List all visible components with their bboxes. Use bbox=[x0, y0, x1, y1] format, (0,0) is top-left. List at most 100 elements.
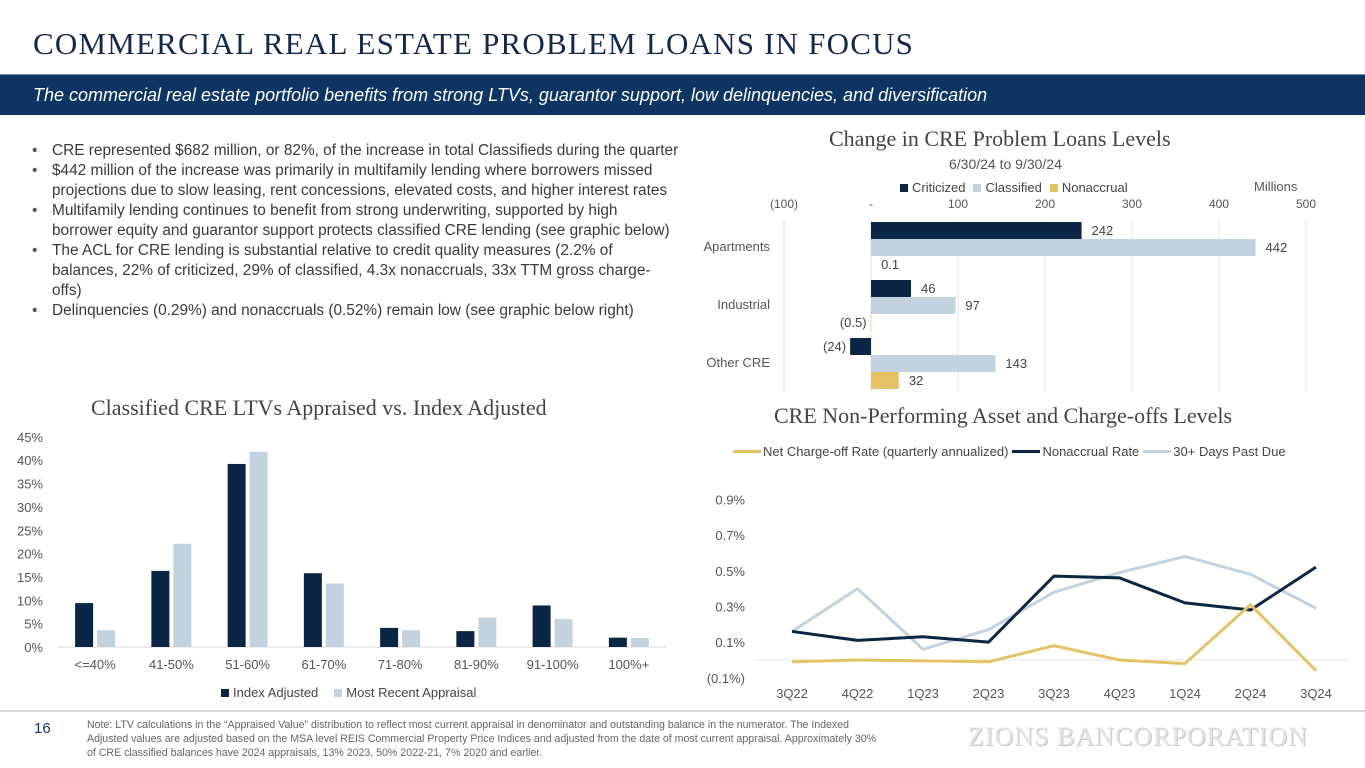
ltv-chart-title: Classified CRE LTVs Appraised vs. Index … bbox=[91, 395, 547, 420]
brand-logo: ZIONS BANCORPORATION bbox=[968, 722, 1308, 751]
legend-label: Most Recent Appraisal bbox=[346, 685, 477, 700]
x-tick-label: 300 bbox=[1122, 197, 1142, 211]
y-tick-label: 30% bbox=[17, 500, 43, 515]
bullet-item: $442 million of the increase was primari… bbox=[30, 161, 680, 201]
data-label: 143 bbox=[1005, 356, 1027, 371]
subtitle-banner: The commercial real estate portfolio ben… bbox=[0, 74, 1365, 115]
bar-most-recent-appraisal bbox=[249, 451, 268, 647]
y-tick-label: 10% bbox=[17, 593, 43, 608]
data-label: 97 bbox=[965, 298, 979, 313]
category-label: Apartments bbox=[704, 239, 771, 254]
x-tick-label: 100 bbox=[948, 197, 968, 211]
bar-most-recent-appraisal bbox=[173, 543, 192, 647]
subtitle-text: The commercial real estate portfolio ben… bbox=[33, 85, 988, 105]
legend-label: Classified bbox=[985, 180, 1042, 195]
y-tick-label: 45% bbox=[17, 430, 43, 445]
bar-nonaccrual bbox=[871, 372, 899, 389]
x-tick-label: (100) bbox=[770, 197, 798, 211]
y-tick-label: 40% bbox=[17, 453, 43, 468]
legend-line-nonaccrual bbox=[1012, 450, 1041, 453]
y-tick-label: 0.5% bbox=[715, 564, 745, 579]
data-label: (0.5) bbox=[840, 315, 867, 330]
data-label: 442 bbox=[1266, 240, 1288, 255]
bar-criticized bbox=[871, 280, 912, 297]
x-tick-label: 4Q23 bbox=[1104, 686, 1136, 701]
legend-label: Criticized bbox=[912, 180, 966, 195]
bar-index-adjusted bbox=[608, 637, 627, 647]
units-label: Millions bbox=[1254, 179, 1298, 194]
y-tick-label: (0.1%) bbox=[707, 671, 745, 686]
x-tick-label: 200 bbox=[1035, 197, 1055, 211]
y-tick-label: 25% bbox=[17, 523, 43, 538]
bar-most-recent-appraisal bbox=[325, 583, 344, 647]
category-label: Other CRE bbox=[706, 355, 770, 370]
problem-loans-title: Change in CRE Problem Loans Levels bbox=[829, 126, 1171, 151]
x-tick-label: 400 bbox=[1209, 197, 1229, 211]
bar-index-adjusted bbox=[380, 627, 399, 647]
bullet-list: CRE represented $682 million, or 82%, of… bbox=[30, 141, 680, 321]
x-tick-label: 2Q24 bbox=[1235, 686, 1267, 701]
x-tick-label: 91-100% bbox=[527, 657, 579, 672]
y-tick-label: 0.7% bbox=[715, 528, 745, 543]
bar-most-recent-appraisal bbox=[478, 617, 497, 647]
legend-swatch-nonaccrual bbox=[1049, 183, 1058, 192]
x-tick-label: 81-90% bbox=[454, 657, 499, 672]
x-tick-label: 1Q23 bbox=[907, 686, 939, 701]
data-label: 242 bbox=[1092, 223, 1114, 238]
bar-index-adjusted bbox=[532, 605, 551, 647]
x-tick-label: <=40% bbox=[75, 657, 117, 672]
bullet-item: Multifamily lending continues to benefit… bbox=[30, 201, 680, 241]
legend-label: Nonaccrual bbox=[1061, 180, 1128, 195]
y-tick-label: 0.1% bbox=[715, 635, 745, 650]
nco-rate-line bbox=[791, 603, 1318, 672]
y-tick-label: 0% bbox=[24, 640, 43, 655]
bar-index-adjusted bbox=[75, 603, 94, 647]
data-label: (24) bbox=[823, 339, 846, 354]
x-tick-label: 500 bbox=[1296, 197, 1316, 211]
x-tick-label: 100%+ bbox=[608, 657, 649, 672]
legend-line-nco bbox=[733, 450, 761, 453]
x-tick-label: 3Q22 bbox=[776, 686, 808, 701]
legend-label: Net Charge-off Rate (quarterly annualize… bbox=[763, 444, 1009, 459]
bar-index-adjusted bbox=[151, 570, 170, 647]
bar-most-recent-appraisal bbox=[630, 638, 649, 647]
legend-label: Index Adjusted bbox=[233, 685, 319, 700]
y-tick-label: 0.3% bbox=[715, 599, 745, 614]
bar-most-recent-appraisal bbox=[402, 630, 421, 647]
data-label: 32 bbox=[909, 373, 923, 388]
y-tick-label: 20% bbox=[17, 547, 43, 562]
bullet-item: Delinquencies (0.29%) and nonaccruals (0… bbox=[30, 301, 680, 321]
bar-index-adjusted bbox=[303, 573, 322, 647]
legend-swatch-most-recent-appraisal bbox=[334, 688, 343, 697]
legend-label: 30+ Days Past Due bbox=[1173, 444, 1286, 459]
y-tick-label: 0.9% bbox=[715, 492, 745, 507]
page-title: COMMERCIAL REAL ESTATE PROBLEM LOANS IN … bbox=[33, 26, 915, 61]
x-tick-label: 71-80% bbox=[378, 657, 423, 672]
ltv-legend: Index Adjusted Most Recent Appraisal bbox=[221, 685, 476, 700]
bar-most-recent-appraisal bbox=[554, 618, 573, 647]
nonaccrual-rate-line bbox=[791, 565, 1317, 644]
bullet-item: The ACL for CRE lending is substantial r… bbox=[30, 241, 680, 301]
bar-classified bbox=[871, 297, 956, 314]
x-tick-label: 41-50% bbox=[149, 657, 194, 672]
legend-label: Nonaccrual Rate bbox=[1042, 444, 1140, 459]
data-label: 46 bbox=[921, 281, 935, 296]
ltv-chart: 0% 5% 10% 15% 20% 25% 30% 35% 40% 45% <=40% 41-50% 5… bbox=[17, 430, 667, 672]
y-tick-label: 15% bbox=[17, 570, 43, 585]
y-tick-label: 35% bbox=[17, 477, 43, 492]
x-tick-label: 2Q23 bbox=[973, 686, 1005, 701]
x-tick-label: 3Q24 bbox=[1300, 686, 1332, 701]
dpd-30-line bbox=[791, 554, 1317, 651]
bar-criticized bbox=[871, 222, 1082, 239]
npa-chart-title: CRE Non-Performing Asset and Charge-offs… bbox=[774, 403, 1233, 428]
x-tick-label: 51-60% bbox=[225, 657, 270, 672]
x-tick-label: 4Q22 bbox=[842, 686, 874, 701]
page-number: 16 bbox=[34, 720, 51, 737]
legend-swatch-classified bbox=[973, 183, 982, 192]
bar-classified bbox=[871, 355, 996, 372]
footnote: Note: LTV calculations in the “Appraised… bbox=[87, 719, 877, 759]
bar-classified bbox=[871, 239, 1256, 256]
bar-index-adjusted bbox=[456, 631, 475, 647]
bar-criticized bbox=[850, 338, 871, 355]
legend-line-dpd bbox=[1143, 450, 1172, 453]
